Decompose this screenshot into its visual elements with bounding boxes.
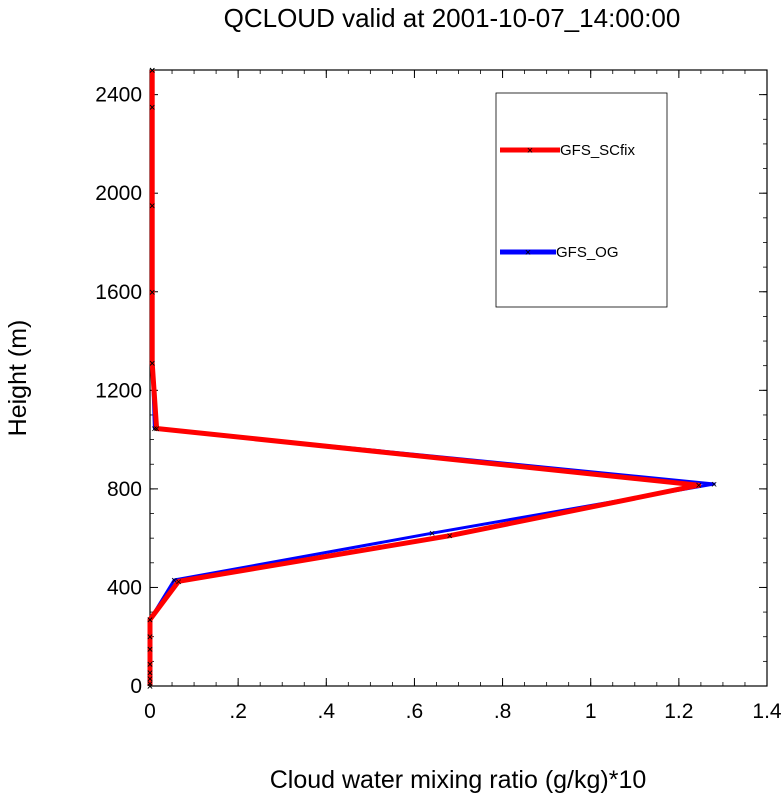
data-point-marker: × (175, 576, 181, 588)
y-tick-label: 2000 (95, 182, 142, 205)
data-point-marker: × (149, 65, 155, 77)
legend-box (495, 92, 668, 308)
data-point-marker: × (147, 681, 153, 693)
x-tick-label: 0 (144, 700, 156, 723)
data-point-marker: × (147, 659, 153, 671)
data-point-marker: × (147, 674, 153, 686)
data-point-marker: × (147, 644, 153, 656)
data-point-marker: × (147, 659, 153, 671)
chart-title: QCLOUD valid at 2001-10-07_14:00:00 (224, 3, 681, 33)
data-point-marker: × (147, 674, 153, 686)
data-point-marker: × (446, 531, 452, 543)
y-tick-label: 0 (130, 675, 142, 698)
y-axis: 0 400 800 1200 1600 2000 2400 (95, 69, 767, 698)
legend-marker-gfs-og: × (525, 247, 531, 259)
x-axis-title: Cloud water mixing ratio (g/kg)*10 (270, 766, 647, 794)
plot-area (149, 69, 768, 687)
data-point-marker: × (149, 201, 155, 213)
data-point-marker: × (147, 679, 153, 691)
data-point-marker: × (149, 102, 155, 114)
y-tick-label: 1600 (95, 281, 142, 304)
legend-marker-gfs-scfix: × (527, 145, 533, 157)
x-axis: 0 .2 .4 .6 .8 1 1.2 1.4 (144, 70, 782, 723)
data-point-marker: × (147, 614, 153, 626)
x-tick-label: .8 (494, 700, 512, 723)
x-tick-label: .2 (229, 700, 247, 723)
x-tick-label: .6 (406, 700, 424, 723)
data-point-marker: × (147, 667, 153, 679)
data-point-marker: × (711, 479, 717, 491)
data-point-marker: × (149, 102, 155, 114)
data-point-marker: × (149, 65, 155, 77)
data-point-marker: × (153, 424, 159, 436)
data-point-marker: × (149, 65, 155, 77)
series-line-gfs-scfix (147, 70, 702, 686)
data-point-marker: × (149, 201, 155, 213)
data-point-marker: × (147, 632, 153, 644)
x-tick-label: 1 (585, 700, 597, 723)
data-point-marker: × (171, 575, 177, 587)
data-point-marker: × (147, 632, 153, 644)
data-point-marker: × (149, 358, 155, 370)
legend: × GFS_SCfix × GFS_OG (495, 92, 668, 308)
data-point-marker: × (147, 679, 153, 691)
x-tick-label: 1.4 (752, 700, 782, 723)
data-point-marker: × (147, 667, 153, 679)
y-axis-title: Height (m) (4, 320, 32, 437)
legend-label-gfs-og: GFS_OG (556, 244, 619, 261)
series-layer: ×××××××××××××××××××××××××××××××××××× (147, 65, 718, 693)
x-tick-label: 1.2 (664, 700, 693, 723)
legend-label-gfs-scfix: GFS_SCfix (560, 142, 636, 159)
data-point-marker: × (149, 358, 155, 370)
data-point-marker: × (149, 287, 155, 299)
y-tick-label: 1200 (95, 379, 142, 402)
data-point-marker: × (147, 614, 153, 626)
data-point-marker: × (147, 644, 153, 656)
data-point-marker: × (695, 480, 701, 492)
y-tick-label: 400 (107, 576, 142, 599)
data-point-marker: × (149, 65, 155, 77)
y-tick-label: 800 (107, 478, 142, 501)
data-point-marker: × (429, 528, 435, 540)
data-point-marker: × (147, 681, 153, 693)
data-point-marker: × (151, 424, 157, 436)
y-tick-label: 2400 (95, 84, 142, 107)
data-point-marker: × (149, 287, 155, 299)
x-tick-label: .4 (318, 700, 336, 723)
